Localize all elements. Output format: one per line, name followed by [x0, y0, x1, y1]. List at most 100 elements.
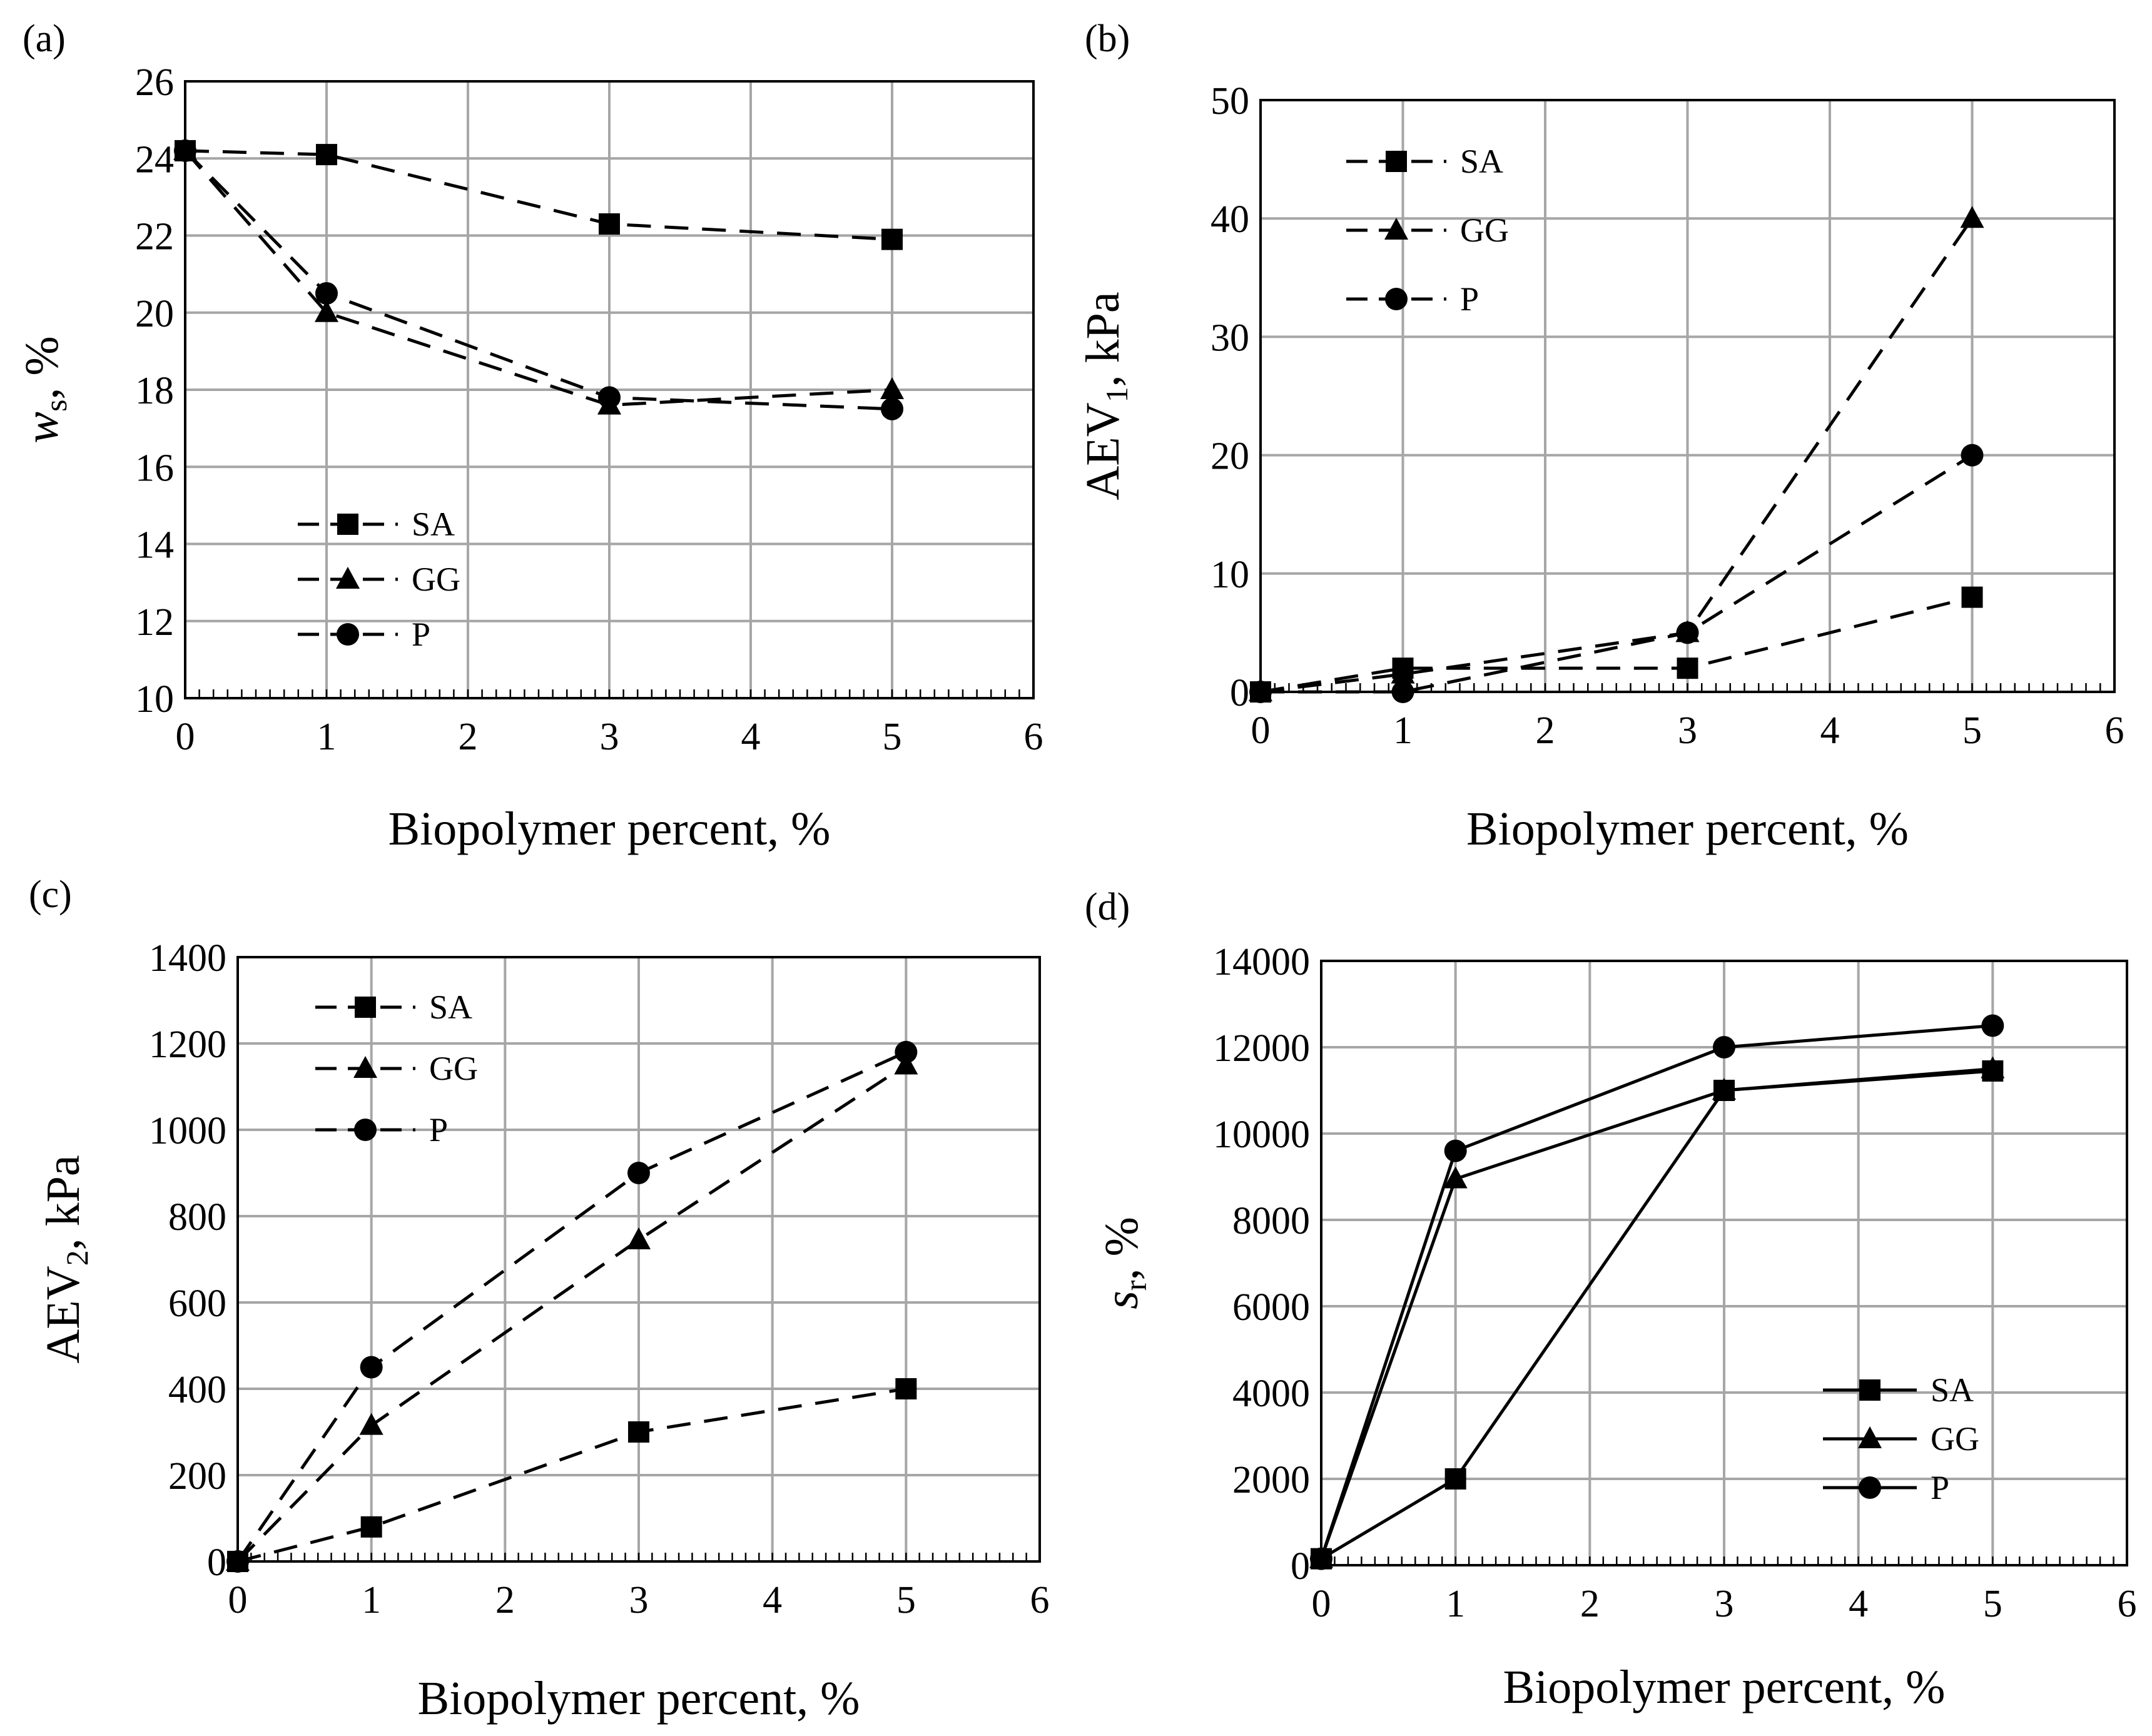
y-tick-label: 0 [1291, 1545, 1310, 1588]
data-point-sa [1677, 657, 1698, 679]
x-axis-label: Biopolymer percent, % [417, 1672, 860, 1725]
legend-label-gg: GG [1931, 1420, 1979, 1458]
legend-label-p: P [412, 616, 430, 653]
x-tick-label: 0 [1312, 1583, 1331, 1625]
legend-label-p: P [429, 1111, 448, 1149]
chart-panel-1: 0 1 2 3 4 5 6 0 10 20 30 40 50 (b) Biopolymer percent,… [1077, 18, 2124, 855]
y-tick-label: 400 [168, 1369, 226, 1411]
series-line-gg [1319, 1067, 1993, 1560]
x-tick-label: 4 [763, 1579, 782, 1622]
x-tick-label: 4 [741, 716, 761, 758]
chart-panel-3: 0 1 2 3 4 5 6 0 2000 4000 6000 8000 10000 12000 14000 (… [1085, 886, 2137, 1713]
data-point-sa [895, 1378, 917, 1399]
series-line-sa [237, 1387, 906, 1563]
y-tick-label: 18 [135, 370, 174, 412]
y-tick-label: 200 [168, 1455, 226, 1498]
y-axis-label-subscript: 2 [59, 1250, 94, 1266]
x-tick-label: 1 [362, 1579, 381, 1622]
y-axis-label-subscript: r [1118, 1280, 1153, 1291]
data-point-sa [1444, 1468, 1466, 1490]
y-tick-label: 0 [207, 1541, 226, 1584]
legend-label-gg: GG [1460, 211, 1509, 249]
data-point-sa [360, 1516, 382, 1538]
data-point-gg [627, 1227, 651, 1249]
data-point-p [315, 282, 338, 305]
legend-label-p: P [1931, 1469, 1949, 1506]
y-tick-label: 1000 [149, 1110, 226, 1152]
y-tick-label: 30 [1210, 317, 1249, 359]
data-point-sa [628, 1421, 649, 1443]
y-axis-label: ws, % [16, 336, 73, 443]
y-axis-label: sr, % [1095, 1217, 1153, 1309]
series-line-sa [1260, 596, 1973, 694]
y-tick-label: 40 [1210, 198, 1249, 241]
y-tick-label: 10000 [1213, 1114, 1310, 1156]
y-tick-label: 800 [168, 1196, 226, 1239]
legend-marker-gg [1858, 1426, 1882, 1448]
data-point-p [1676, 621, 1699, 644]
x-tick-label: 3 [600, 716, 619, 758]
panel-label: (b) [1085, 18, 1130, 60]
data-point-sa [881, 228, 903, 250]
x-axis-label: Biopolymer percent, % [1466, 803, 1909, 855]
panel-label: (c) [29, 873, 72, 916]
y-axis-label-main: s [1095, 1291, 1148, 1309]
legend-marker-p [337, 623, 359, 646]
data-point-p [895, 1040, 918, 1063]
series-line-p [1261, 454, 1973, 694]
y-axis-label-unit: , kPa [37, 1155, 89, 1250]
x-tick-label: 5 [1962, 709, 1982, 752]
series-line-p [184, 150, 893, 411]
y-tick-label: 14000 [1213, 941, 1310, 983]
x-tick-label: 3 [1678, 709, 1697, 752]
y-axis-label-main: AEV [1077, 402, 1129, 500]
panel-label: (a) [23, 18, 66, 60]
x-tick-label: 5 [896, 1579, 916, 1622]
legend-marker-gg [1384, 218, 1408, 240]
data-point-sa [1961, 586, 1983, 608]
series-line-p [1319, 1024, 1993, 1560]
x-tick-label: 2 [1536, 709, 1555, 752]
data-point-gg [1443, 1166, 1468, 1189]
x-tick-label: 4 [1849, 1583, 1868, 1625]
y-axis-label-subscript: s [38, 400, 73, 412]
legend-label-sa: SA [412, 505, 455, 543]
y-tick-label: 12000 [1213, 1027, 1310, 1070]
y-tick-label: 1200 [149, 1023, 226, 1066]
data-point-gg [315, 300, 338, 322]
y-axis-label-unit: , kPa [1077, 292, 1129, 387]
legend-marker-sa [1386, 151, 1407, 172]
y-tick-label: 600 [168, 1282, 226, 1325]
x-tick-label: 5 [1983, 1583, 2002, 1625]
data-point-p [1310, 1547, 1332, 1570]
data-point-sa [316, 144, 337, 166]
y-tick-label: 22 [135, 216, 174, 258]
x-tick-label: 2 [459, 716, 478, 758]
x-tick-label: 6 [2118, 1583, 2137, 1625]
legend-marker-sa [1859, 1379, 1880, 1401]
legend-marker-p [1385, 288, 1408, 310]
legend-label-p: P [1460, 280, 1479, 318]
y-axis-label-subscript: 1 [1099, 387, 1134, 402]
x-tick-label: 1 [1393, 709, 1413, 752]
x-tick-label: 1 [1446, 1583, 1465, 1625]
series-line-sa [185, 149, 893, 241]
y-tick-label: 12 [135, 601, 174, 644]
data-point-gg [1712, 1078, 1736, 1100]
y-axis-label-main: w [16, 412, 68, 444]
data-point-sa [599, 213, 620, 235]
legend-label-sa: SA [1931, 1371, 1974, 1409]
legend-label-sa: SA [429, 988, 472, 1026]
x-axis-label: Biopolymer percent, % [1503, 1661, 1945, 1713]
data-point-p [1713, 1036, 1735, 1058]
x-tick-label: 6 [1030, 1579, 1050, 1622]
y-tick-label: 20 [1210, 435, 1249, 478]
series-line-gg [236, 1063, 907, 1563]
x-tick-label: 6 [1024, 716, 1043, 758]
legend-marker-sa [337, 514, 358, 535]
series-line-gg [184, 150, 893, 407]
x-tick-label: 1 [317, 716, 337, 758]
data-point-p [226, 1550, 249, 1573]
chart-panel-2: 0 1 2 3 4 5 6 0 200 400 600 800 1000 1200 1400 (c) Biopo… [29, 873, 1050, 1725]
legend-marker-gg [336, 567, 360, 589]
